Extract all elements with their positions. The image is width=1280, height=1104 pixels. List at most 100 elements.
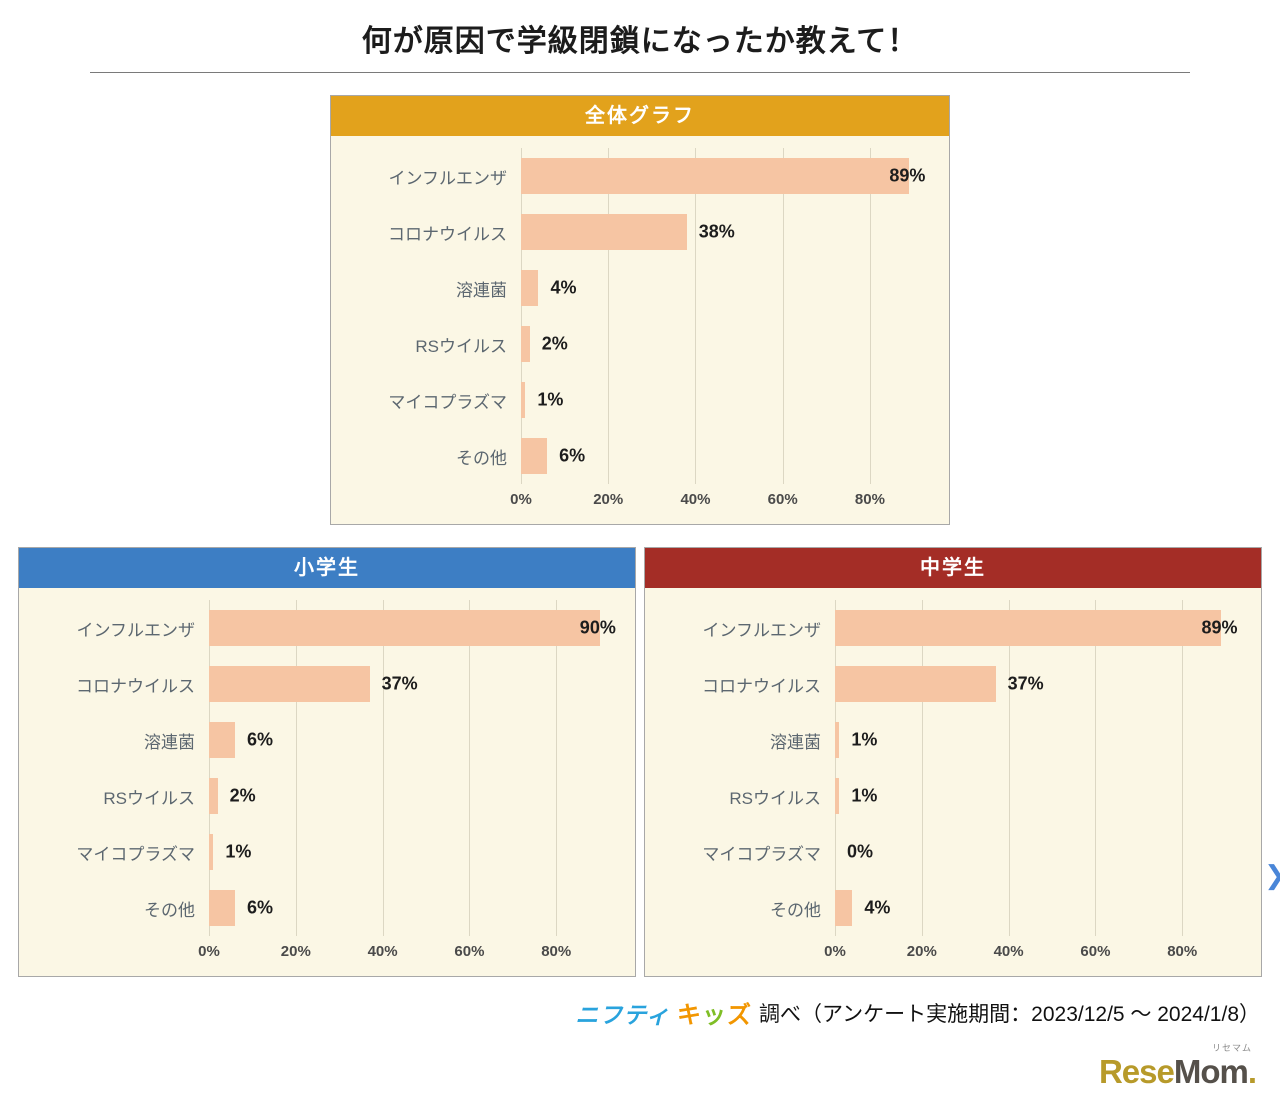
category-label: マイコプラズマ [388, 392, 507, 412]
category-label: インフルエンザ [702, 620, 822, 640]
bar [835, 666, 996, 702]
bar-rows: インフルエンザ 89% コロナウイルス 38% 溶連菌 4% RSウイルス 2% マイコプラズマ… [331, 148, 949, 484]
bar-cell: 6% [209, 712, 617, 768]
gridline [869, 148, 871, 484]
gridline [695, 148, 697, 484]
chart-title: 小学生 [19, 548, 635, 588]
axis-tick-label: 60% [454, 943, 485, 960]
value-label: 1% [537, 389, 564, 410]
bar [521, 270, 539, 306]
x-axis: 0% 20% 40% 60% 80% [824, 936, 1243, 976]
gridlines [209, 600, 617, 936]
bar [209, 890, 236, 926]
bar [835, 778, 840, 814]
bar [835, 890, 853, 926]
category-label: 溶連菌 [144, 732, 195, 752]
bar-cell: 6% [209, 880, 617, 936]
gridline [469, 600, 471, 936]
bar-cell: 4% [835, 880, 1243, 936]
gridline [209, 600, 210, 936]
category-label: 溶連菌 [456, 280, 507, 300]
resemom-logo-rese: Rese [1098, 1053, 1175, 1090]
bar-row: マイコプラズマ 1% [19, 824, 635, 880]
category-label: インフルエンザ [76, 620, 196, 640]
bar-cell: 90% [209, 600, 617, 656]
bar [209, 722, 236, 758]
bar-cell: 38% [521, 204, 931, 260]
bar-row: インフルエンザ 89% [645, 600, 1261, 656]
axis-tick-label: 40% [367, 943, 398, 960]
gridline [608, 148, 610, 484]
axis-tick-label: 40% [993, 943, 1024, 960]
category-label: その他 [144, 900, 195, 920]
gridlines [521, 148, 931, 484]
category-label: RSウイルス [729, 788, 821, 808]
category-label: RSウイルス [415, 336, 507, 356]
bar-row: RSウイルス 2% [331, 316, 949, 372]
bar-rows: インフルエンザ 89% コロナウイルス 37% 溶連菌 1% RSウイルス 1% マイコプラズマ… [645, 600, 1261, 936]
value-label: 4% [550, 277, 577, 298]
group-charts-row: 小学生インフルエンザ 90% コロナウイルス 37% 溶連菌 6% RSウイルス 2% マイコプ… [0, 547, 1280, 977]
gridline [782, 148, 784, 484]
category-label: コロナウイルス [702, 676, 821, 696]
bar-row: 溶連菌 6% [19, 712, 635, 768]
axis-tick-label: 60% [767, 491, 798, 508]
bar-row: 溶連菌 1% [645, 712, 1261, 768]
chart-card-overall: 全体グラフ インフルエンザ 89% コロナウイルス 38% 溶連菌 4% RSウイルス 2% マイ… [330, 95, 950, 525]
axis-tick-label: 20% [593, 491, 624, 508]
category-label: コロナウイルス [388, 224, 507, 244]
bar-cell: 2% [209, 768, 617, 824]
value-label: 4% [864, 897, 891, 918]
value-label: 89% [889, 165, 926, 186]
value-label: 6% [247, 729, 274, 750]
chart-plot: インフルエンザ 89% コロナウイルス 38% 溶連菌 4% RSウイルス 2% マイコプラズマ… [331, 136, 949, 524]
bar-row: インフルエンザ 90% [19, 600, 635, 656]
chevron-right-icon[interactable]: ❯ [1264, 860, 1280, 891]
kids-logo-char: ッ [702, 1002, 727, 1029]
bar-row: インフルエンザ 89% [331, 148, 949, 204]
overall-chart-row: 全体グラフ インフルエンザ 89% コロナウイルス 38% 溶連菌 4% RSウイルス 2% マイ… [0, 95, 1280, 525]
value-label: 1% [851, 729, 878, 750]
category-label: マイコプラズマ [76, 844, 195, 864]
kids-logo-char: ズ [727, 1002, 752, 1029]
axis-tick-label: 60% [1080, 943, 1111, 960]
bar-rows: インフルエンザ 90% コロナウイルス 37% 溶連菌 6% RSウイルス 2% マイコプラズマ… [19, 600, 635, 936]
value-label: 2% [229, 785, 256, 806]
chart-plot: インフルエンザ 89% コロナウイルス 37% 溶連菌 1% RSウイルス 1% マイコプラズマ… [645, 588, 1261, 976]
bar-cell: 1% [209, 824, 617, 880]
resemom-logo: リセマム ReseMom. [1098, 1044, 1257, 1090]
gridline [921, 600, 923, 936]
bar-cell: 37% [209, 656, 617, 712]
bar [209, 666, 370, 702]
value-label: 90% [579, 617, 616, 638]
value-label: 1% [851, 785, 878, 806]
bar-cell: 1% [835, 712, 1243, 768]
gridline [835, 600, 836, 936]
bar [521, 382, 526, 418]
bar [835, 722, 840, 758]
value-label: 6% [559, 445, 586, 466]
x-axis: 0% 20% 40% 60% 80% [198, 936, 617, 976]
chart-card-junior-high: 中学生 インフルエンザ 89% コロナウイルス 37% 溶連菌 1% RSウイルス 1% マイコプ… [644, 547, 1262, 977]
bar-row: RSウイルス 1% [645, 768, 1261, 824]
x-axis: 0% 20% 40% 60% 80% [510, 484, 931, 524]
bar [521, 158, 910, 194]
value-label: 37% [1007, 673, 1044, 694]
axis-tick-label: 0% [510, 491, 532, 508]
axis-tick-label: 80% [541, 943, 572, 960]
bar [521, 326, 530, 362]
bar [521, 438, 548, 474]
bar-row: その他 6% [331, 428, 949, 484]
nifty-logo: ニフティ [575, 1001, 670, 1028]
survey-source: ニフティ キッズ 調べ（アンケート実施期間：2023/12/5 ～ 2024/1… [0, 995, 1280, 1030]
kids-logo-char: キ [677, 1002, 702, 1029]
gridline [295, 600, 297, 936]
bar-cell: 37% [835, 656, 1243, 712]
bar-cell: 2% [521, 316, 931, 372]
bar-row: その他 4% [645, 880, 1261, 936]
gridline [1008, 600, 1010, 936]
chart-card-elementary: 小学生 インフルエンザ 90% コロナウイルス 37% 溶連菌 6% RSウイルス 2% マイコプ… [18, 547, 636, 977]
category-label: コロナウイルス [76, 676, 195, 696]
bar-cell: 0% [835, 824, 1243, 880]
